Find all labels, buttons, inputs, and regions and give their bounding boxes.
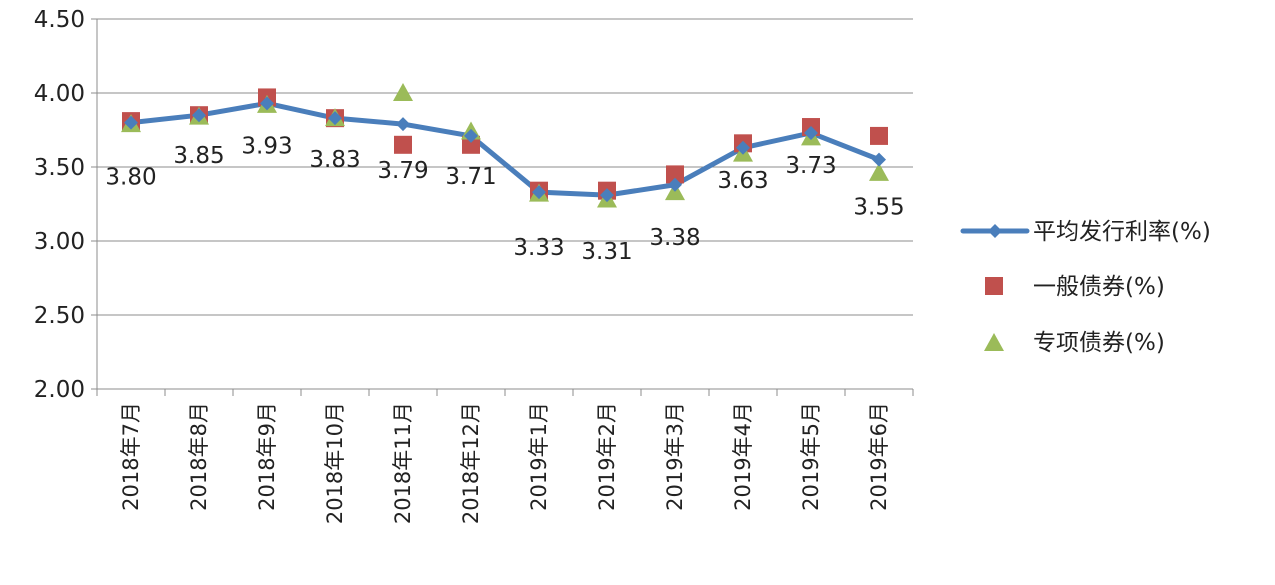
y-tick-label: 2.00 (34, 377, 85, 403)
data-label: 3.31 (581, 239, 632, 265)
triangle-marker (393, 83, 413, 101)
x-tick-label: 2018年8月 (187, 402, 211, 511)
legend: 平均发行利率(%) 一般债券(%) 专项债券(%) (960, 219, 1211, 356)
grid-lines (97, 18, 913, 390)
diamond-marker (668, 177, 682, 192)
x-axis-ticks: 2018年7月 2018年8月 2018年9月 2018年10月 2018年11月 201… (119, 402, 891, 524)
legend-label: 一般债券(%) (1033, 274, 1165, 300)
data-label: 3.79 (377, 158, 428, 184)
y-tick-label: 4.00 (34, 81, 85, 107)
x-tick-label: 2018年11月 (391, 402, 415, 524)
triangle-marker (869, 162, 889, 181)
x-tick-label: 2018年9月 (255, 402, 279, 511)
diamond-marker (804, 125, 818, 140)
diamond-marker (736, 140, 750, 155)
square-marker (462, 135, 480, 154)
x-tick-label: 2018年10月 (323, 402, 347, 524)
legend-triangle-swatch (984, 333, 1004, 351)
data-label: 3.63 (717, 168, 768, 194)
diamond-marker (600, 188, 614, 203)
diamond-marker (532, 185, 546, 200)
axes (96, 19, 914, 396)
diamond-marker (124, 115, 138, 130)
diamond-marker (872, 152, 886, 167)
data-label: 3.33 (513, 235, 564, 261)
diamond-marker (260, 96, 274, 111)
data-labels: 3.80 3.85 3.93 3.83 3.79 3.71 3.33 3.31 3.38 3.63… (105, 133, 904, 265)
y-tick-label: 4.50 (34, 7, 85, 33)
data-label: 3.80 (105, 165, 156, 191)
square-marker (394, 135, 412, 154)
x-tick-label: 2019年5月 (799, 402, 823, 511)
legend-square-swatch (985, 277, 1003, 295)
x-tick-label: 2019年3月 (663, 402, 687, 511)
x-tick-label: 2018年7月 (119, 402, 143, 511)
square-marker (870, 126, 888, 145)
diamond-marker (192, 108, 206, 123)
data-label: 3.85 (173, 143, 224, 169)
legend-label: 平均发行利率(%) (1033, 219, 1211, 245)
x-tick-label: 2019年6月 (867, 402, 891, 511)
x-tick-label: 2019年4月 (731, 402, 755, 511)
data-label: 3.71 (445, 164, 496, 190)
series-line (128, 100, 882, 198)
data-label: 3.73 (785, 153, 836, 179)
y-tick-label: 3.50 (34, 155, 85, 181)
diamond-marker (328, 111, 342, 126)
data-label: 3.38 (649, 225, 700, 251)
data-label: 3.55 (853, 195, 904, 221)
x-tick-label: 2019年1月 (527, 402, 551, 511)
data-label: 3.83 (309, 147, 360, 173)
diamond-marker (464, 128, 478, 143)
series-layer (121, 83, 889, 208)
legend-label: 专项债券(%) (1033, 330, 1165, 356)
y-tick-label: 2.50 (34, 303, 85, 329)
y-tick-label: 3.00 (34, 229, 85, 255)
data-label: 3.93 (241, 133, 292, 159)
diamond-marker (396, 117, 410, 132)
y-axis-ticks: 2.00 2.50 3.00 3.50 4.00 4.50 (34, 7, 97, 403)
square-marker (666, 165, 684, 184)
x-tick-label: 2018年12月 (459, 402, 483, 524)
x-tick-label: 2019年2月 (595, 402, 619, 511)
legend-diamond-swatch (988, 224, 1002, 238)
